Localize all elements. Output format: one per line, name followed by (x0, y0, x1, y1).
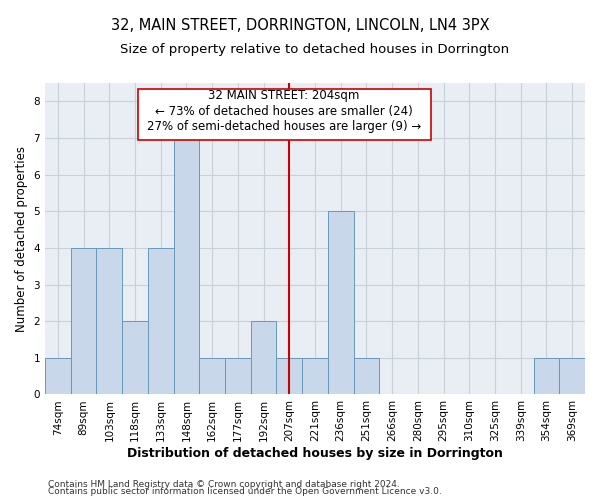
Bar (302, 358, 328, 395)
Title: Size of property relative to detached houses in Dorrington: Size of property relative to detached ho… (121, 42, 509, 56)
Bar (251, 321, 277, 394)
Y-axis label: Number of detached properties: Number of detached properties (15, 146, 28, 332)
Text: Contains public sector information licensed under the Open Government Licence v3: Contains public sector information licen… (48, 487, 442, 496)
Bar (559, 358, 585, 395)
Bar (225, 358, 251, 395)
Text: 32 MAIN STREET: 204sqm: 32 MAIN STREET: 204sqm (208, 89, 360, 102)
Bar (71, 248, 97, 394)
Bar (277, 358, 302, 395)
Bar (148, 248, 173, 394)
Text: ← 73% of detached houses are smaller (24): ← 73% of detached houses are smaller (24… (155, 104, 413, 118)
FancyBboxPatch shape (137, 88, 431, 140)
Bar (328, 212, 353, 394)
Text: Contains HM Land Registry data © Crown copyright and database right 2024.: Contains HM Land Registry data © Crown c… (48, 480, 400, 489)
Text: 27% of semi-detached houses are larger (9) →: 27% of semi-detached houses are larger (… (147, 120, 421, 133)
Bar (97, 248, 122, 394)
X-axis label: Distribution of detached houses by size in Dorrington: Distribution of detached houses by size … (127, 447, 503, 460)
Bar (45, 358, 71, 395)
Text: 32, MAIN STREET, DORRINGTON, LINCOLN, LN4 3PX: 32, MAIN STREET, DORRINGTON, LINCOLN, LN… (110, 18, 490, 32)
Bar (199, 358, 225, 395)
Bar (533, 358, 559, 395)
Bar (122, 321, 148, 394)
Bar (353, 358, 379, 395)
Bar (173, 138, 199, 394)
